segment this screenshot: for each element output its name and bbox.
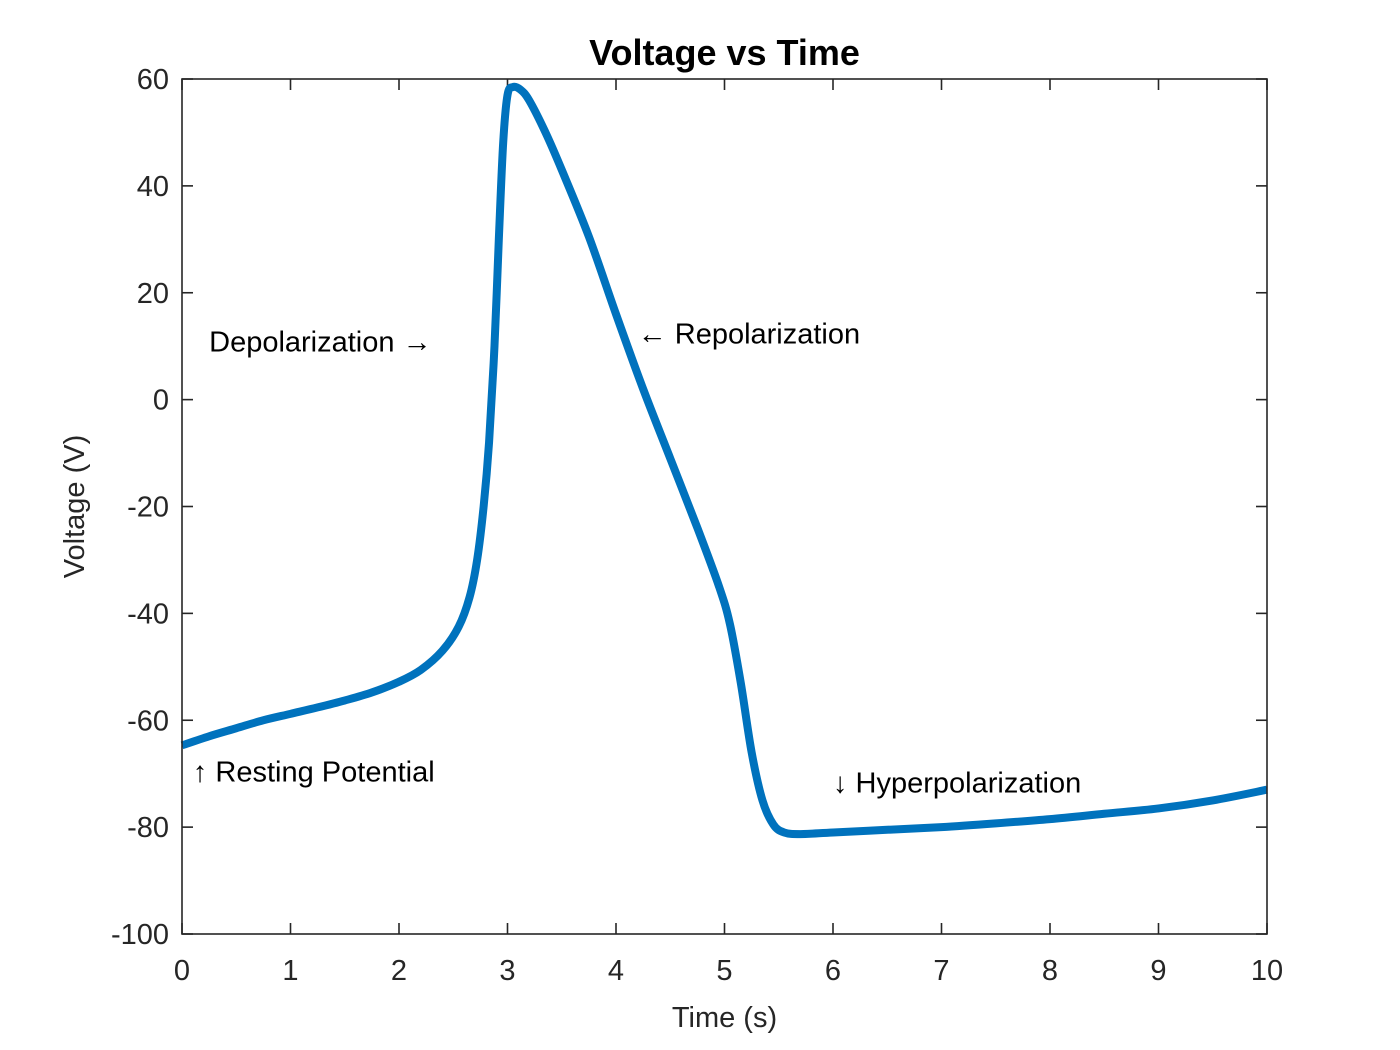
y-tick-label: 40	[137, 171, 169, 203]
annotation-label: ← Repolarization	[638, 319, 860, 351]
annotation-label: Depolarization →	[209, 327, 431, 359]
x-axis-label: Time (s)	[672, 1002, 777, 1034]
y-tick-label: 60	[137, 64, 169, 96]
y-tick-label: 20	[137, 278, 169, 310]
x-tick-label: 9	[1150, 955, 1166, 987]
x-tick-label: 0	[174, 955, 190, 987]
y-axis-label: Voltage (V)	[59, 435, 91, 578]
annotation-label: ↑ Resting Potential	[193, 757, 435, 789]
y-tick-label: -60	[127, 705, 169, 737]
x-tick-label: 2	[391, 955, 407, 987]
x-tick-label: 1	[282, 955, 298, 987]
x-tick-label: 7	[933, 955, 949, 987]
annotation-layer: ↑ Resting Potential Depolarization → ← Rep…	[193, 319, 1081, 800]
x-tick-label: 10	[1251, 955, 1283, 987]
y-tick-label: -100	[111, 919, 169, 951]
series-layer	[180, 82, 1268, 839]
x-tick-label: 6	[825, 955, 841, 987]
voltage-series-line	[180, 82, 1268, 839]
x-tick-label: 5	[716, 955, 732, 987]
x-tick-label: 3	[499, 955, 515, 987]
plot-area	[182, 79, 1267, 934]
plot-frame	[181, 78, 1268, 935]
x-tick-label: 8	[1042, 955, 1058, 987]
annotation-label: ↓ Hyperpolarization	[833, 767, 1081, 799]
y-tick-label: -40	[127, 598, 169, 630]
chart-title: Voltage vs Time	[589, 32, 860, 73]
y-tick-label: 0	[153, 385, 169, 417]
y-tick-label: -80	[127, 812, 169, 844]
tick-labels: 0 1 2 3 4 5 6 7 8 9 10 60 40 20 0 -20 -40 -60 -80 -100	[111, 64, 1283, 987]
x-tick-label: 4	[608, 955, 624, 987]
y-tick-label: -20	[127, 492, 169, 524]
